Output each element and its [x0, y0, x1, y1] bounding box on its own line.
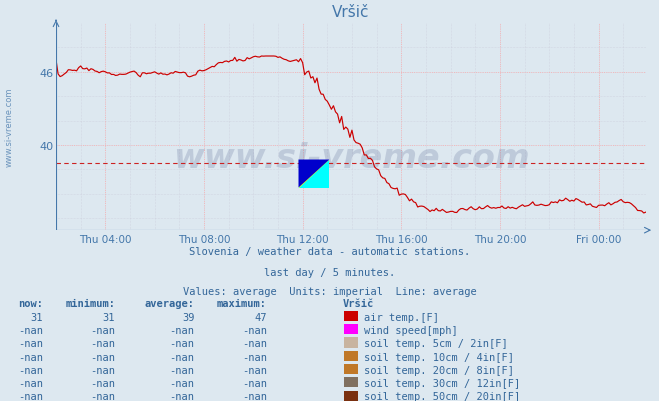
Text: air temp.[F]: air temp.[F]: [364, 312, 439, 322]
Text: -nan: -nan: [18, 391, 43, 401]
Text: Vršič: Vršič: [343, 299, 374, 309]
Text: maximum:: maximum:: [217, 299, 267, 309]
Text: -nan: -nan: [242, 365, 267, 375]
Text: -nan: -nan: [90, 365, 115, 375]
Text: -nan: -nan: [169, 338, 194, 348]
Text: www.si-vreme.com: www.si-vreme.com: [5, 88, 14, 167]
Text: soil temp. 10cm / 4in[F]: soil temp. 10cm / 4in[F]: [364, 352, 514, 362]
Text: -nan: -nan: [242, 378, 267, 388]
Bar: [299, 160, 330, 188]
Text: soil temp. 20cm / 8in[F]: soil temp. 20cm / 8in[F]: [364, 365, 514, 375]
Polygon shape: [299, 160, 330, 188]
Text: -nan: -nan: [242, 338, 267, 348]
Text: Slovenia / weather data - automatic stations.: Slovenia / weather data - automatic stat…: [189, 247, 470, 257]
Text: 47: 47: [254, 312, 267, 322]
Text: -nan: -nan: [169, 365, 194, 375]
Text: -nan: -nan: [18, 365, 43, 375]
Text: -nan: -nan: [169, 391, 194, 401]
Text: 31: 31: [103, 312, 115, 322]
Text: -nan: -nan: [169, 378, 194, 388]
Text: -nan: -nan: [242, 391, 267, 401]
Text: -nan: -nan: [18, 325, 43, 335]
Text: 31: 31: [30, 312, 43, 322]
Text: -nan: -nan: [169, 325, 194, 335]
Text: minimum:: minimum:: [65, 299, 115, 309]
Text: -nan: -nan: [169, 352, 194, 362]
Text: www.si-vreme.com: www.si-vreme.com: [173, 142, 529, 175]
Polygon shape: [299, 160, 330, 188]
Text: soil temp. 30cm / 12in[F]: soil temp. 30cm / 12in[F]: [364, 378, 520, 388]
Text: -nan: -nan: [242, 352, 267, 362]
Text: soil temp. 5cm / 2in[F]: soil temp. 5cm / 2in[F]: [364, 338, 507, 348]
Title: Vršič: Vršič: [332, 5, 370, 20]
Text: -nan: -nan: [90, 391, 115, 401]
Text: -nan: -nan: [18, 378, 43, 388]
Text: average:: average:: [144, 299, 194, 309]
Text: 39: 39: [182, 312, 194, 322]
Text: -nan: -nan: [18, 352, 43, 362]
Text: -nan: -nan: [90, 338, 115, 348]
Text: -nan: -nan: [90, 378, 115, 388]
Text: Values: average  Units: imperial  Line: average: Values: average Units: imperial Line: av…: [183, 287, 476, 297]
Text: last day / 5 minutes.: last day / 5 minutes.: [264, 267, 395, 277]
Text: wind speed[mph]: wind speed[mph]: [364, 325, 457, 335]
Text: -nan: -nan: [90, 325, 115, 335]
Text: -nan: -nan: [18, 338, 43, 348]
Text: soil temp. 50cm / 20in[F]: soil temp. 50cm / 20in[F]: [364, 391, 520, 401]
Text: now:: now:: [18, 299, 43, 309]
Text: -nan: -nan: [90, 352, 115, 362]
Text: -nan: -nan: [242, 325, 267, 335]
